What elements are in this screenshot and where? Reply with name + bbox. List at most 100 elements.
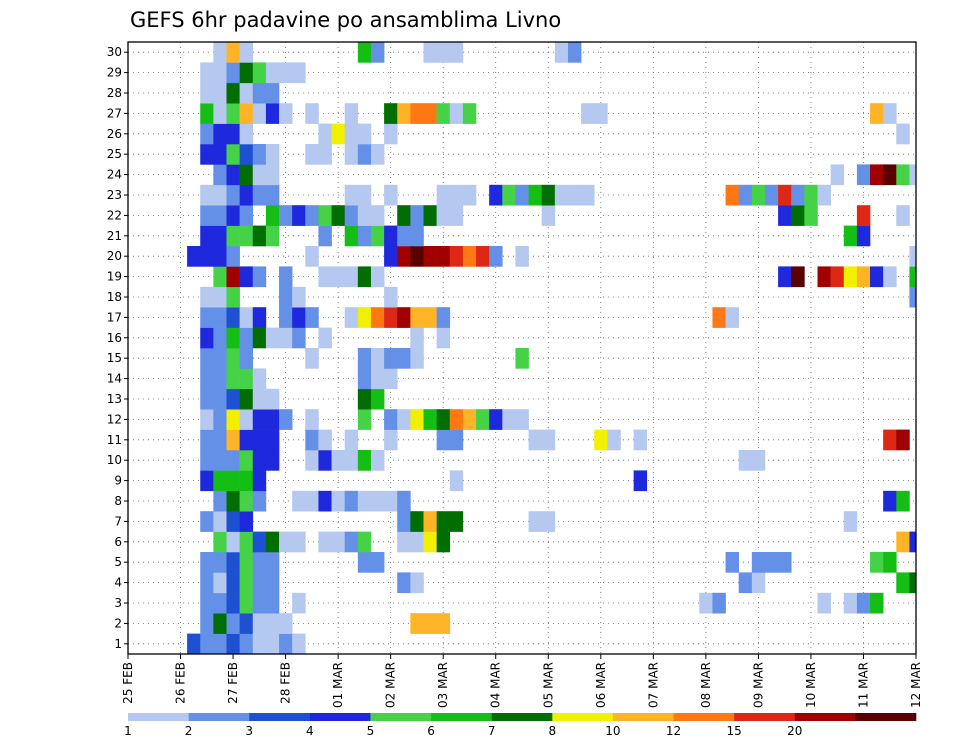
colorbar-label: 12 xyxy=(666,724,681,738)
precip-cell xyxy=(397,531,411,553)
y-tick-label: 2 xyxy=(114,616,122,630)
precip-cell xyxy=(239,572,254,594)
precip-cell xyxy=(226,592,240,614)
precip-cell xyxy=(265,592,280,614)
precip-cell xyxy=(344,144,359,165)
precip-cell xyxy=(778,184,792,206)
precip-cell xyxy=(200,429,214,451)
precip-cell xyxy=(883,266,897,288)
precip-cell xyxy=(292,490,306,512)
precip-cell xyxy=(292,286,306,308)
precip-cell xyxy=(791,184,805,206)
precip-cell xyxy=(252,266,267,288)
precip-cell xyxy=(213,470,227,492)
precip-cell xyxy=(292,307,306,328)
precip-cell xyxy=(357,307,372,328)
y-tick-label: 24 xyxy=(107,168,122,182)
precip-cell xyxy=(357,348,372,369)
precip-cell xyxy=(738,450,753,471)
x-tick-label: 11 MAR xyxy=(856,662,870,708)
colorbar-swatch xyxy=(370,713,432,721)
precip-cell xyxy=(226,348,240,369)
y-tick-label: 11 xyxy=(107,433,122,447)
precip-cell xyxy=(279,613,293,634)
y-tick-label: 25 xyxy=(107,147,122,161)
precip-cell xyxy=(200,82,214,104)
precip-cell xyxy=(778,552,792,573)
precip-cell xyxy=(318,266,332,288)
colorbar-label: 20 xyxy=(787,724,802,738)
y-tick-label: 9 xyxy=(114,474,122,488)
precip-cell xyxy=(239,103,254,124)
precip-cell xyxy=(226,103,240,124)
precip-cell xyxy=(200,205,214,226)
y-tick-label: 3 xyxy=(114,596,122,610)
precip-cell xyxy=(384,103,398,124)
precip-cell xyxy=(384,184,398,206)
precip-cell xyxy=(265,327,280,349)
precip-cell xyxy=(318,205,332,226)
precip-cell xyxy=(397,307,411,328)
precip-cell xyxy=(252,470,267,492)
x-tick-label: 04 MAR xyxy=(489,662,503,708)
precip-cell xyxy=(764,552,779,573)
precip-cell xyxy=(200,246,214,267)
colorbar-label: 5 xyxy=(367,724,375,738)
precip-cell xyxy=(357,266,372,288)
precip-cell xyxy=(226,307,240,328)
precip-cell xyxy=(200,470,214,492)
precip-cell xyxy=(567,42,582,63)
precip-cell xyxy=(357,225,372,247)
precip-cell xyxy=(239,164,254,186)
y-tick-label: 30 xyxy=(107,45,122,59)
precip-cell xyxy=(423,103,437,124)
precip-cell xyxy=(239,511,254,532)
precip-cell xyxy=(252,613,267,634)
precip-cell xyxy=(200,103,214,124)
precip-cell xyxy=(213,42,227,63)
colorbar-label: 6 xyxy=(427,724,435,738)
precip-cell xyxy=(187,246,201,267)
y-tick-label: 19 xyxy=(107,270,122,284)
y-tick-label: 6 xyxy=(114,535,122,549)
precip-cell xyxy=(252,490,267,512)
precip-cell xyxy=(331,450,345,471)
precip-cell xyxy=(344,266,359,288)
precip-cell xyxy=(476,246,490,267)
precip-cell xyxy=(751,552,766,573)
precip-cell xyxy=(226,633,240,655)
precip-cell xyxy=(357,144,372,165)
x-tick-label: 01 MAR xyxy=(331,662,345,708)
precip-cell xyxy=(476,409,490,430)
precip-cell xyxy=(804,184,818,206)
precip-cell xyxy=(265,613,280,634)
precip-cell xyxy=(252,103,267,124)
precip-cell xyxy=(239,429,254,451)
precip-cell xyxy=(265,429,280,451)
colorbar-swatch xyxy=(855,713,917,721)
precip-cell xyxy=(252,429,267,451)
precip-cell xyxy=(410,348,424,369)
precip-cell xyxy=(896,531,910,553)
precip-cell xyxy=(252,184,267,206)
precip-cell xyxy=(436,246,451,267)
precip-cell xyxy=(370,348,385,369)
precip-cell xyxy=(265,184,280,206)
precip-cell xyxy=(712,592,726,614)
precip-cell xyxy=(489,409,503,430)
x-tick-label: 07 MAR xyxy=(646,662,660,708)
precip-cell xyxy=(305,429,319,451)
precip-cell xyxy=(318,450,332,471)
colorbar-swatch xyxy=(431,713,492,721)
precip-cell xyxy=(200,327,214,349)
precip-cell xyxy=(410,511,424,532)
precip-cell xyxy=(200,123,214,145)
precip-cell xyxy=(213,123,227,145)
colorbar-swatch xyxy=(249,713,311,721)
precip-cell xyxy=(554,42,569,63)
precip-cell xyxy=(449,246,464,267)
precip-cell xyxy=(226,388,240,410)
precip-cell xyxy=(725,184,739,206)
precip-cell xyxy=(226,429,240,451)
precip-cell xyxy=(239,490,254,512)
